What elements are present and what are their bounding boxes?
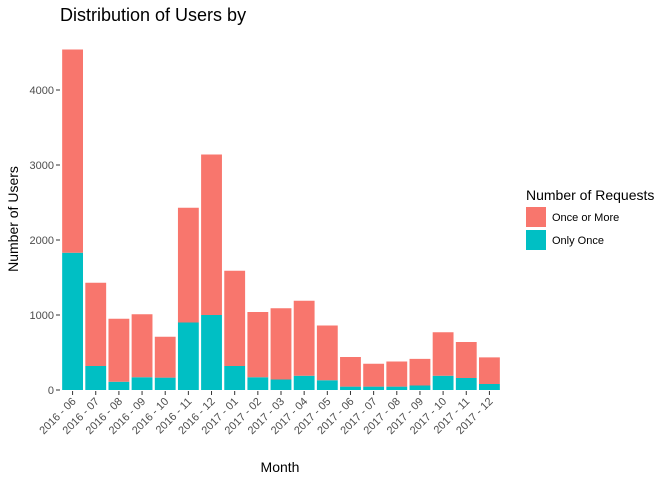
bar-only-once-15 xyxy=(386,386,408,390)
bar-once-or-more-2 xyxy=(85,282,107,366)
bar-once-or-more-5 xyxy=(154,336,176,378)
bar-once-or-more-14 xyxy=(363,363,385,387)
bar-only-once-5 xyxy=(154,377,176,390)
bar-once-or-more-12 xyxy=(316,325,338,381)
bar-only-once-19 xyxy=(479,384,500,390)
legend-swatch xyxy=(526,230,546,250)
bar-once-or-more-1 xyxy=(62,49,83,253)
y-tick-label: 2000 xyxy=(30,235,54,247)
legend-label: Once or More xyxy=(552,212,619,224)
bar-only-once-6 xyxy=(177,322,199,390)
bar-once-or-more-3 xyxy=(108,318,130,382)
bar-only-once-17 xyxy=(432,375,454,390)
bar-only-once-14 xyxy=(363,386,385,390)
legend: Number of Requests Once or More Only Once xyxy=(526,187,654,250)
bar-only-once-18 xyxy=(455,378,477,390)
y-tick-label: 3000 xyxy=(30,160,54,172)
legend-title: Number of Requests xyxy=(526,187,654,203)
bar-only-once-3 xyxy=(108,381,130,390)
x-axis-title: Month xyxy=(261,459,300,475)
bar-once-or-more-15 xyxy=(386,361,408,387)
bar-only-once-9 xyxy=(247,377,269,390)
bar-once-or-more-17 xyxy=(432,332,454,376)
bar-once-or-more-13 xyxy=(340,357,361,387)
bar-once-or-more-4 xyxy=(131,314,153,378)
bar-only-once-8 xyxy=(224,366,246,390)
bar-only-once-11 xyxy=(293,375,315,390)
bar-once-or-more-9 xyxy=(247,312,269,378)
bar-only-once-16 xyxy=(409,385,431,390)
plot-area xyxy=(62,49,500,390)
legend-label: Only Once xyxy=(552,235,604,247)
bar-once-or-more-7 xyxy=(201,154,222,315)
bar-once-or-more-10 xyxy=(270,308,292,380)
y-tick-label: 4000 xyxy=(30,85,54,97)
bar-only-once-13 xyxy=(340,386,361,390)
bar-only-once-10 xyxy=(270,379,292,390)
y-tick-label: 1000 xyxy=(30,310,54,322)
y-axis-title: Number of Users xyxy=(5,166,21,272)
bar-only-once-7 xyxy=(201,315,222,390)
bar-once-or-more-11 xyxy=(293,300,315,376)
chart-title: Distribution of Users by xyxy=(60,5,246,25)
y-axis: 0 1000 2000 3000 4000 xyxy=(30,85,60,397)
bar-once-or-more-16 xyxy=(409,358,431,386)
y-tick-label: 0 xyxy=(48,385,54,397)
bar-only-once-12 xyxy=(316,380,338,390)
legend-swatch xyxy=(526,207,546,227)
bar-once-or-more-18 xyxy=(455,342,477,378)
bar-only-once-2 xyxy=(85,366,107,390)
bar-once-or-more-8 xyxy=(224,270,246,366)
bar-only-once-1 xyxy=(62,252,83,390)
bar-once-or-more-6 xyxy=(177,207,199,323)
bar-once-or-more-19 xyxy=(479,357,500,384)
bar-only-once-4 xyxy=(131,377,153,390)
